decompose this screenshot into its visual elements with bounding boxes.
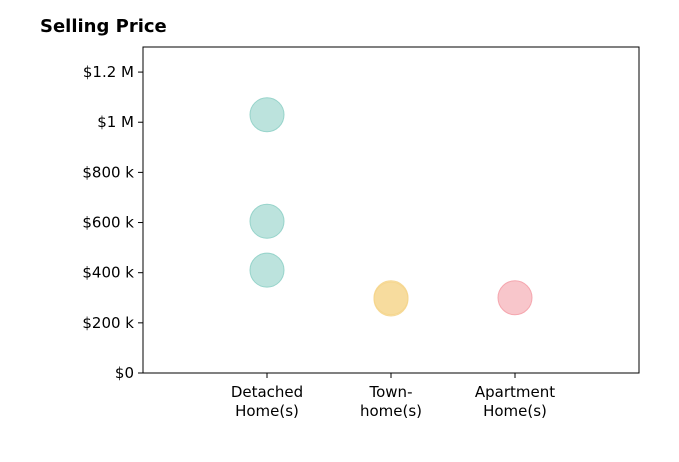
plot-frame bbox=[142, 46, 640, 374]
y-tick-label: $1 M bbox=[97, 113, 134, 131]
data-points bbox=[249, 97, 533, 317]
x-tick-label: Town-home(s) bbox=[360, 383, 422, 420]
data-point bbox=[249, 252, 285, 288]
y-tick-label: $0 bbox=[115, 364, 134, 382]
y-tick-label: $200 k bbox=[82, 314, 134, 332]
y-axis: $0 $200 k $400 k $600 k $800 k $1 M $1.2 M bbox=[82, 63, 143, 382]
y-tick-label: $400 k bbox=[82, 264, 134, 282]
data-point bbox=[497, 280, 533, 316]
y-tick-label: $600 k bbox=[82, 214, 134, 232]
y-tick-label: $800 k bbox=[82, 163, 134, 181]
x-tick-label: Apartment Home(s) bbox=[475, 383, 555, 420]
chart-title: Selling Price bbox=[40, 16, 167, 37]
data-point bbox=[373, 281, 409, 317]
y-tick-label: $1.2 M bbox=[83, 63, 134, 81]
x-axis: Detached Home(s) Town-home(s) Apartment Home… bbox=[231, 373, 555, 420]
x-tick-label: Detached Home(s) bbox=[231, 383, 303, 420]
data-point bbox=[249, 97, 285, 133]
data-point bbox=[249, 203, 285, 239]
